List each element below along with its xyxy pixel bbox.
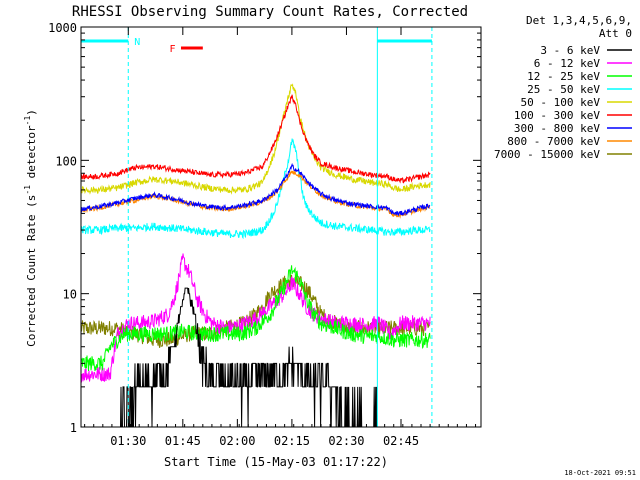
legend-item-label: 300 - 800 keV [514,122,600,135]
x-tick-label: 01:45 [165,434,201,448]
legend-item-label: 7000 - 15000 keV [494,148,600,161]
series-6-12-kev [80,253,431,383]
legend-item-label: 3 - 6 keV [540,44,600,57]
chart-title: RHESSI Observing Summary Count Rates, Co… [72,4,468,20]
x-axis-label: Start Time (15-May-03 01:17:22) [164,455,388,469]
series-layer [80,83,431,428]
x-axis: 01:30 01:45 02:00 02:15 02:30 02:45 [84,27,477,448]
y-tick-label: 10 [63,288,77,302]
flare-label: F [170,44,176,55]
legend-item-label: 25 - 50 keV [527,83,600,96]
plot-frame [80,26,482,428]
legend-item-label: 12 - 25 keV [527,70,600,83]
y-tick-label: 1 [70,421,77,435]
series-25-50-kev [80,138,431,240]
series-12-25-kev [80,265,431,372]
legend-item-label: 100 - 300 keV [514,109,600,122]
series-3-6-kev [81,287,380,428]
x-tick-label: 02:00 [219,434,255,448]
x-tick-label: 02:45 [383,434,419,448]
y-tick-label: 1000 [48,21,77,35]
y-axis-label: Corrected Count Rate (s-1 detector-1) [23,109,38,347]
timestamp-label: 18-Oct-2021 09:51 [564,469,636,477]
legend-header-line2: Att 0 [599,27,632,40]
x-tick-label: 01:30 [110,434,146,448]
legend-header-line1: Det 1,3,4,5,6,9, [526,14,632,27]
legend-item-label: 50 - 100 keV [521,96,601,109]
series-100-300-kev [80,94,431,184]
legend-item-label: 800 - 7000 keV [507,135,600,148]
series-50-100-kev [80,83,431,195]
night-label: N [134,37,140,48]
y-tick-label: 100 [55,154,77,168]
y-axis: 1 10 100 1000 [48,21,481,435]
overlay-layer: NF [81,27,433,427]
x-tick-label: 02:30 [328,434,364,448]
legend-item-label: 6 - 12 keV [534,57,601,70]
series-300-800-kev [80,162,431,217]
x-tick-label: 02:15 [274,434,310,448]
